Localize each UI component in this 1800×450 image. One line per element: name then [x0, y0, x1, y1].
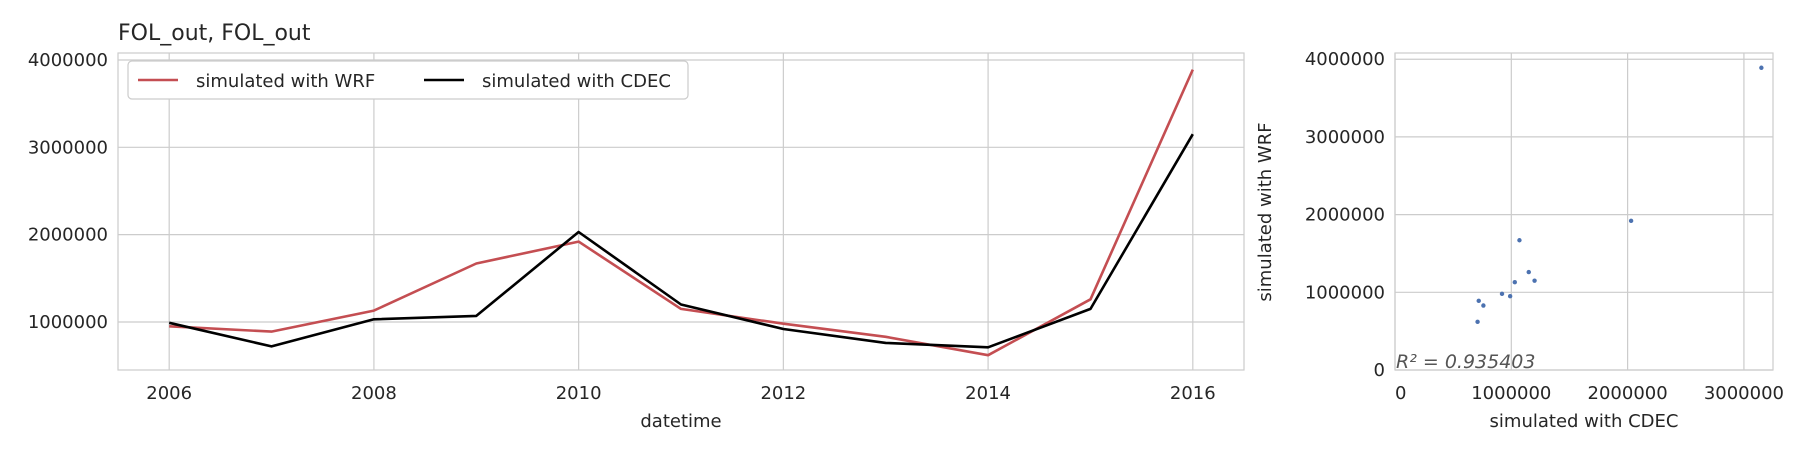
scatter-point: [1759, 65, 1764, 70]
scatter-y-tick-label: 2000000: [1305, 205, 1385, 226]
scatter-x-tick-label: 3000000: [1704, 383, 1784, 404]
y-tick-label: 4000000: [28, 50, 108, 71]
scatter-point: [1628, 218, 1634, 224]
scatter-points: [1475, 65, 1764, 325]
scatter-y-tick-label: 1000000: [1305, 282, 1385, 303]
timeseries-x-ticks: 2006 2008 2010 2012 2014 2016: [146, 383, 1215, 404]
scatter-panel: 0 1000000 2000000 3000000 0 1000000 2000000 30…: [1255, 49, 1784, 432]
legend-box: [127, 60, 689, 100]
r-squared-annotation: R² = 0.935403: [1396, 351, 1535, 373]
scatter-x-axis-label: simulated with CDEC: [1490, 411, 1679, 432]
legend-label-cdec: simulated with CDEC: [482, 71, 671, 92]
y-tick-label: 1000000: [28, 312, 108, 333]
scatter-point: [1507, 293, 1513, 299]
scatter-point: [1532, 278, 1537, 283]
timeseries-y-ticks: 1000000 2000000 3000000 4000000: [28, 50, 108, 333]
scatter-y-tick-label: 3000000: [1305, 127, 1385, 148]
scatter-plot-area: [1394, 52, 1774, 371]
scatter-gridlines: [1394, 53, 1773, 371]
scatter-y-tick-label: 0: [1374, 360, 1385, 381]
x-tick-label: 2014: [965, 383, 1011, 404]
scatter-y-ticks: 0 1000000 2000000 3000000 4000000: [1305, 49, 1385, 381]
scatter-x-tick-label: 2000000: [1588, 383, 1668, 404]
timeseries-lines: [168, 69, 1194, 357]
x-tick-label: 2008: [351, 383, 397, 404]
scatter-point: [1499, 291, 1505, 297]
timeseries-panel: FOL_out, FOL_out 2006 2008 2010 2012 2014 201…: [28, 21, 1245, 432]
y-tick-label: 3000000: [28, 137, 108, 158]
chart-title: FOL_out, FOL_out: [118, 21, 311, 46]
scatter-point: [1481, 303, 1486, 308]
x-tick-label: 2016: [1170, 383, 1216, 404]
scatter-y-tick-label: 4000000: [1305, 49, 1385, 70]
scatter-point: [1475, 319, 1480, 325]
timeseries-x-axis-label: datetime: [640, 411, 721, 432]
scatter-point: [1526, 269, 1531, 275]
x-tick-label: 2010: [556, 383, 602, 404]
scatter-x-ticks: 0 1000000 2000000 3000000: [1395, 383, 1784, 404]
scatter-x-tick-label: 0: [1395, 383, 1406, 404]
legend: simulated with WRF simulated with CDEC: [127, 60, 689, 100]
x-tick-label: 2006: [146, 383, 192, 404]
scatter-point: [1512, 280, 1517, 285]
scatter-point: [1517, 238, 1522, 243]
scatter-x-tick-label: 1000000: [1471, 383, 1551, 404]
scatter-y-axis-label: simulated with WRF: [1255, 122, 1276, 301]
series-line-wrf: [169, 69, 1194, 357]
series-line-cdec: [168, 133, 1194, 349]
x-tick-label: 2012: [760, 383, 806, 404]
legend-label-wrf: simulated with WRF: [196, 71, 375, 92]
scatter-point: [1476, 298, 1481, 304]
y-tick-label: 2000000: [28, 225, 108, 246]
